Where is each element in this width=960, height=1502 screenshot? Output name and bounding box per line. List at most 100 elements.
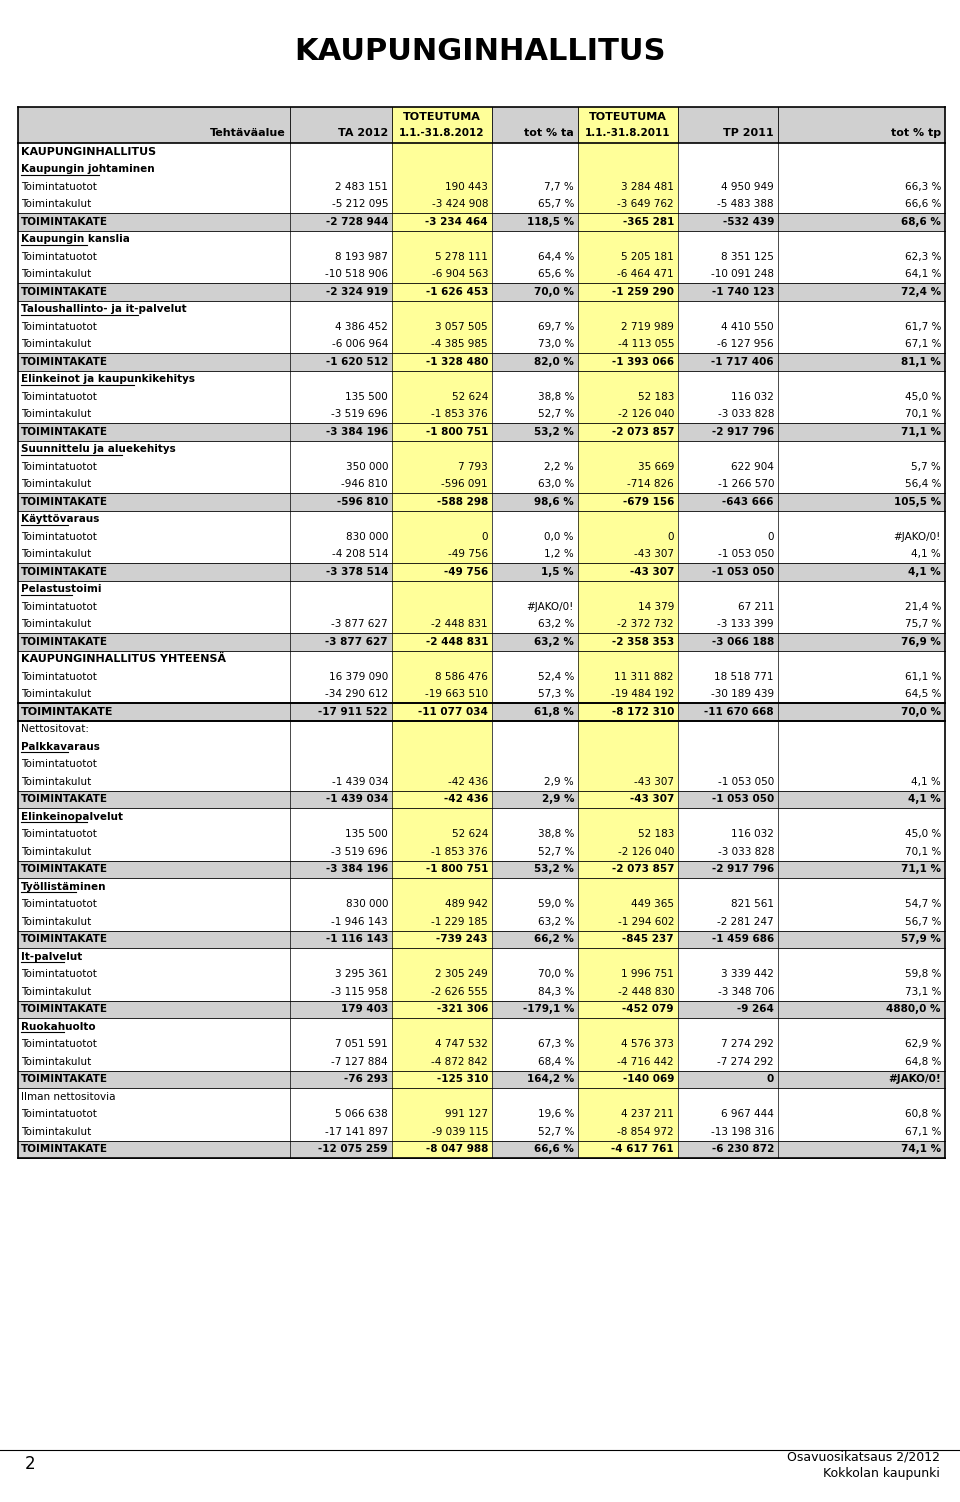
Text: 66,2 %: 66,2 % xyxy=(534,934,574,945)
Bar xyxy=(778,895,945,913)
Bar xyxy=(778,598,945,616)
Bar xyxy=(778,1035,945,1053)
Bar xyxy=(578,300,678,318)
Bar xyxy=(290,476,392,493)
Text: 2: 2 xyxy=(25,1455,36,1473)
Bar xyxy=(392,266,492,282)
Bar xyxy=(492,213,578,230)
Bar xyxy=(578,1105,678,1123)
Bar xyxy=(290,843,392,861)
Text: 52,7 %: 52,7 % xyxy=(538,847,574,856)
Text: -845 237: -845 237 xyxy=(622,934,674,945)
Bar xyxy=(18,195,290,213)
Text: 45,0 %: 45,0 % xyxy=(904,829,941,840)
Text: #JAKO/0!: #JAKO/0! xyxy=(527,602,574,611)
Text: -452 079: -452 079 xyxy=(622,1005,674,1014)
Bar xyxy=(778,826,945,843)
Bar xyxy=(678,161,778,179)
Text: Toimintakulut: Toimintakulut xyxy=(21,550,91,559)
Text: 73,1 %: 73,1 % xyxy=(904,987,941,997)
Text: 1,5 %: 1,5 % xyxy=(541,566,574,577)
Bar xyxy=(578,668,678,685)
Text: -1 053 050: -1 053 050 xyxy=(711,795,774,804)
Bar xyxy=(290,300,392,318)
Text: -1 116 143: -1 116 143 xyxy=(325,934,388,945)
Text: 8 193 987: 8 193 987 xyxy=(335,252,388,261)
Bar xyxy=(18,424,290,440)
Bar xyxy=(678,458,778,476)
Text: 65,6 %: 65,6 % xyxy=(538,269,574,279)
Bar xyxy=(778,1018,945,1035)
Text: -30 189 439: -30 189 439 xyxy=(710,689,774,700)
Bar xyxy=(290,703,392,721)
Bar xyxy=(290,282,392,300)
Bar xyxy=(678,1018,778,1035)
Bar xyxy=(290,774,392,790)
Bar xyxy=(18,440,290,458)
Text: 4,1 %: 4,1 % xyxy=(911,550,941,559)
Bar xyxy=(18,1018,290,1035)
Text: 118,5 %: 118,5 % xyxy=(527,216,574,227)
Text: Elinkeinopalvelut: Elinkeinopalvelut xyxy=(21,811,123,822)
Text: -6 904 563: -6 904 563 xyxy=(431,269,488,279)
Text: -3 115 958: -3 115 958 xyxy=(331,987,388,997)
Text: -3 649 762: -3 649 762 xyxy=(617,200,674,209)
Text: 4 237 211: 4 237 211 xyxy=(621,1110,674,1119)
Text: 3 295 361: 3 295 361 xyxy=(335,969,388,979)
Text: 830 000: 830 000 xyxy=(346,900,388,909)
Bar xyxy=(290,966,392,982)
Text: -3 234 464: -3 234 464 xyxy=(425,216,488,227)
Bar xyxy=(18,895,290,913)
Text: Kokkolan kaupunki: Kokkolan kaupunki xyxy=(823,1467,940,1481)
Text: 7 793: 7 793 xyxy=(458,461,488,472)
Text: Toimintatuotot: Toimintatuotot xyxy=(21,461,97,472)
Bar xyxy=(290,406,392,424)
Text: TOIMINTAKATE: TOIMINTAKATE xyxy=(21,795,108,804)
Text: 68,4 %: 68,4 % xyxy=(538,1057,574,1066)
Bar xyxy=(492,161,578,179)
Bar xyxy=(578,563,678,580)
Bar xyxy=(492,1071,578,1087)
Text: Toimintakulut: Toimintakulut xyxy=(21,619,91,629)
Text: -10 091 248: -10 091 248 xyxy=(711,269,774,279)
Bar xyxy=(678,826,778,843)
Bar xyxy=(678,388,778,406)
Text: -6 464 471: -6 464 471 xyxy=(617,269,674,279)
Text: 1 996 751: 1 996 751 xyxy=(621,969,674,979)
Text: -5 483 388: -5 483 388 xyxy=(717,200,774,209)
Text: -1 620 512: -1 620 512 xyxy=(325,357,388,366)
Text: 57,9 %: 57,9 % xyxy=(901,934,941,945)
Bar xyxy=(678,493,778,511)
Bar xyxy=(392,808,492,826)
Bar xyxy=(778,1071,945,1087)
Bar xyxy=(492,143,578,161)
Text: 35 669: 35 669 xyxy=(637,461,674,472)
Bar xyxy=(578,1053,678,1071)
Text: 21,4 %: 21,4 % xyxy=(904,602,941,611)
Bar xyxy=(678,1053,778,1071)
Bar xyxy=(578,545,678,563)
Bar xyxy=(678,668,778,685)
Text: Toimintakulut: Toimintakulut xyxy=(21,200,91,209)
Bar xyxy=(290,353,392,371)
Bar xyxy=(578,982,678,1000)
Text: It-palvelut: It-palvelut xyxy=(21,952,83,961)
Bar xyxy=(778,1123,945,1140)
Bar xyxy=(290,931,392,948)
Bar xyxy=(778,195,945,213)
Text: -9 039 115: -9 039 115 xyxy=(431,1126,488,1137)
Text: 4,1 %: 4,1 % xyxy=(908,566,941,577)
Bar xyxy=(18,493,290,511)
Text: tot % tp: tot % tp xyxy=(891,128,941,138)
Text: -1 853 376: -1 853 376 xyxy=(431,847,488,856)
Text: 4 576 373: 4 576 373 xyxy=(621,1039,674,1050)
Bar xyxy=(678,1123,778,1140)
Bar xyxy=(578,476,678,493)
Bar xyxy=(678,545,778,563)
Bar xyxy=(290,458,392,476)
Bar xyxy=(290,668,392,685)
Bar xyxy=(392,1035,492,1053)
Bar xyxy=(18,668,290,685)
Bar xyxy=(578,931,678,948)
Bar xyxy=(392,179,492,195)
